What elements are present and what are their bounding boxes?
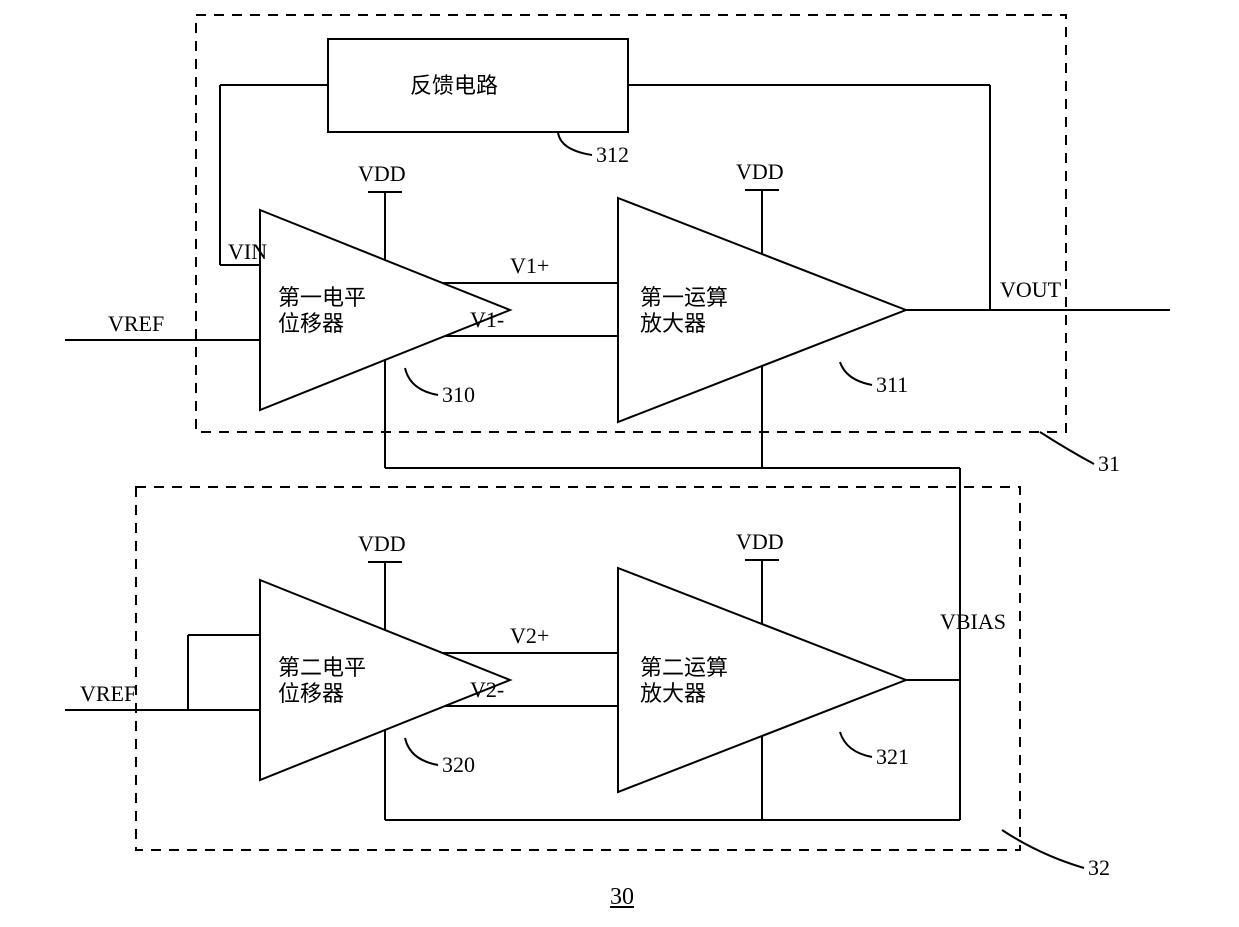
ref-32: 32 [1088,856,1110,880]
vin-label: VIN [228,240,267,264]
v1p-label: V1+ [510,254,549,278]
ref-311: 311 [876,373,908,397]
group-box-31 [196,15,1066,432]
shifter1-label-l1: 第一电平 [278,284,366,312]
amp1-label-l2: 放大器 [640,310,706,338]
shifter2-label-l1: 第二电平 [278,654,366,682]
amp2-label-l1: 第二运算 [640,654,728,682]
shifter1-label-l2: 位移器 [278,310,344,338]
vdd-label-1: VDD [358,162,406,186]
figure-number: 30 [610,884,634,910]
ref-320: 320 [442,753,475,777]
ref-310: 310 [442,383,475,407]
amp1-label-l1: 第一运算 [640,284,728,312]
vdd-label-2: VDD [736,160,784,184]
feedback-label: 反馈电路 [410,72,498,100]
ref-312: 312 [596,143,629,167]
ref-321: 321 [876,745,909,769]
vdd-label-4: VDD [736,530,784,554]
group-box-32 [136,487,1020,850]
v2n-label: V2- [470,678,504,702]
vout-label: VOUT [1000,278,1061,302]
vdd-label-3: VDD [358,532,406,556]
v2p-label: V2+ [510,624,549,648]
diagram-canvas [0,0,1239,927]
vref-label-1: VREF [108,312,164,336]
vbias-label: VBIAS [940,610,1006,634]
ref-31: 31 [1098,452,1120,476]
v1n-label: V1- [470,308,504,332]
amp2-label-l2: 放大器 [640,680,706,708]
shifter2-label-l2: 位移器 [278,680,344,708]
vref-label-2: VREF [80,682,136,706]
